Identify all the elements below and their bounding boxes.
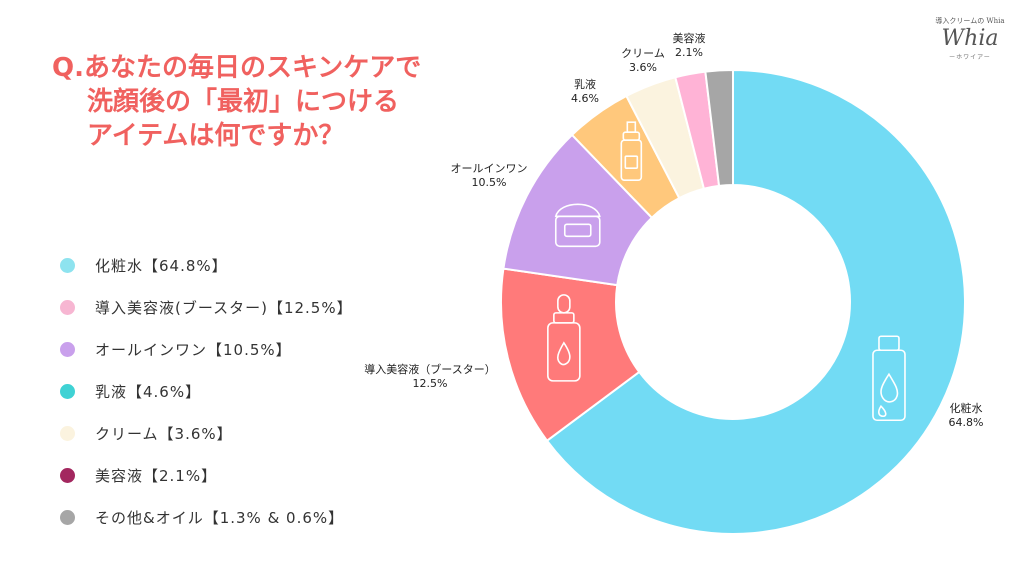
legend-item: クリーム【3.6%】 xyxy=(60,412,353,454)
legend-label: クリーム【3.6%】 xyxy=(95,424,233,443)
legend-swatch xyxy=(60,383,75,399)
legend-item: その他&オイル【1.3% & 0.6%】 xyxy=(60,496,353,538)
toner-bottle-icon xyxy=(872,335,906,422)
legend-swatch xyxy=(60,509,75,525)
legend-label: オールインワン【10.5%】 xyxy=(95,340,292,359)
brand-wordmark: Whia xyxy=(941,26,999,51)
legend-swatch xyxy=(60,299,75,315)
legend-item: 美容液【2.1%】 xyxy=(60,454,353,496)
brand-logo: 導入クリームの Whia Whia ーホワイアー xyxy=(930,16,1010,61)
legend-item: オールインワン【10.5%】 xyxy=(60,328,353,370)
pump-bottle-icon xyxy=(620,121,643,181)
legend-swatch xyxy=(60,425,75,441)
legend-label: 化粧水【64.8%】 xyxy=(95,256,228,275)
slice-value-label: 64.8% xyxy=(949,416,984,429)
legend-label: 導入美容液(ブースター)【12.5%】 xyxy=(95,298,353,317)
slice-value-label: 10.5% xyxy=(472,176,507,189)
donut-slice xyxy=(545,68,966,535)
slice-name-label: 美容液 xyxy=(673,31,706,45)
legend-item: 化粧水【64.8%】 xyxy=(60,244,353,286)
legend-label: 乳液【4.6%】 xyxy=(95,382,202,401)
legend-swatch xyxy=(60,257,75,273)
slice-name-label: オールインワン xyxy=(451,162,528,175)
title-line-1: Q.あなたの毎日のスキンケアで xyxy=(52,53,422,83)
legend-label: 美容液【2.1%】 xyxy=(95,466,218,485)
legend-item: 乳液【4.6%】 xyxy=(60,370,353,412)
cream-jar-icon xyxy=(554,203,601,248)
brand-tagline: 導入クリームの Whia xyxy=(935,17,1005,25)
donut-slice xyxy=(704,68,734,187)
question-title: Q.あなたの毎日のスキンケアで 洗顔後の「最初」につける アイテムは何ですか？ xyxy=(52,51,421,153)
slice-name-label: 導入美容液（ブースター） xyxy=(364,362,495,376)
legend-label: その他&オイル【1.3% & 0.6%】 xyxy=(95,508,345,527)
slice-name-label: 化粧水 xyxy=(950,401,983,415)
slice-name-label: クリーム xyxy=(621,47,665,60)
slice-value-label: 3.6% xyxy=(629,61,657,74)
slice-value-label: 12.5% xyxy=(413,377,448,390)
legend-swatch xyxy=(60,341,75,357)
legend-item: 導入美容液(ブースター)【12.5%】 xyxy=(60,286,353,328)
legend: 化粧水【64.8%】 導入美容液(ブースター)【12.5%】 オールインワン【1… xyxy=(60,244,353,538)
legend-swatch xyxy=(60,467,75,483)
title-line-3: アイテムは何ですか？ xyxy=(87,121,345,151)
title-line-2: 洗顔後の「最初」につける xyxy=(87,87,400,117)
slice-value-label: 4.6% xyxy=(571,92,599,105)
brand-subtitle: ーホワイアー xyxy=(949,54,991,61)
slice-value-label: 2.1% xyxy=(675,46,703,59)
slice-name-label: 乳液 xyxy=(574,77,596,91)
dropper-bottle-icon xyxy=(547,294,581,382)
